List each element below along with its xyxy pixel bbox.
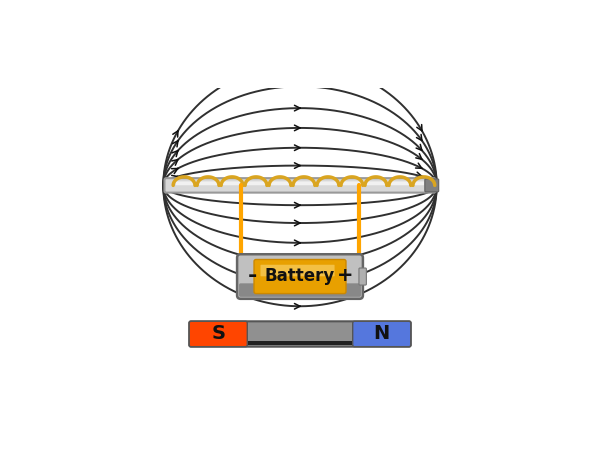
Text: Battery: Battery [265, 266, 335, 285]
FancyBboxPatch shape [237, 254, 363, 299]
FancyBboxPatch shape [164, 178, 436, 192]
Text: -: - [248, 266, 257, 286]
FancyBboxPatch shape [189, 321, 411, 347]
FancyBboxPatch shape [254, 260, 346, 294]
FancyBboxPatch shape [359, 268, 367, 285]
Text: N: N [374, 324, 390, 343]
Text: +: + [337, 266, 353, 285]
FancyBboxPatch shape [260, 265, 335, 276]
Text: S: S [211, 324, 225, 343]
FancyBboxPatch shape [176, 182, 424, 185]
FancyBboxPatch shape [353, 321, 411, 347]
FancyBboxPatch shape [189, 321, 247, 347]
FancyBboxPatch shape [239, 283, 361, 297]
Bar [191, 341, 409, 345]
FancyBboxPatch shape [425, 179, 439, 192]
